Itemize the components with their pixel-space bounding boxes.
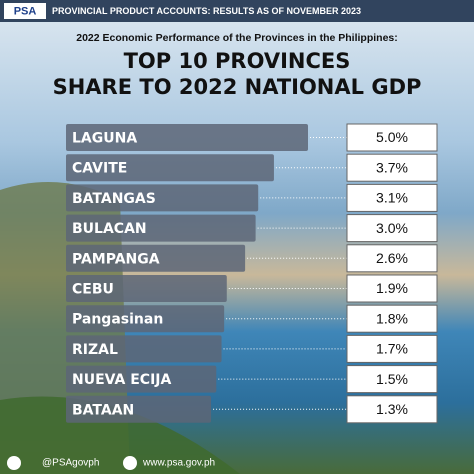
value-label: 1.7% <box>376 341 408 357</box>
value-label: 1.3% <box>376 401 408 417</box>
value-label: 1.9% <box>376 280 408 296</box>
bar <box>66 275 227 302</box>
category-label: CAVITE <box>72 161 127 177</box>
bar <box>66 154 274 182</box>
banner: PROVINCIAL PRODUCT ACCOUNTS: RESULTS AS … <box>52 6 361 16</box>
value-label: 3.7% <box>376 159 408 175</box>
value-box <box>346 395 438 424</box>
category-label: Pangasinan <box>72 312 163 328</box>
value-box <box>346 334 438 363</box>
bar <box>66 124 308 151</box>
category-label: RIZAL <box>72 342 118 358</box>
value-box <box>346 153 438 182</box>
social-handle: @PSAgovph <box>42 458 99 469</box>
value-label: 3.0% <box>376 220 408 236</box>
value-box <box>346 183 438 212</box>
value-box <box>346 365 438 394</box>
foliage <box>0 396 240 474</box>
category-label: BULACAN <box>72 221 147 237</box>
value-label: 1.5% <box>376 371 408 387</box>
value-label: 5.0% <box>376 129 408 145</box>
bar <box>66 214 256 242</box>
category-label: BATAAN <box>72 402 134 418</box>
logo-box <box>4 3 46 19</box>
value-label: 2.6% <box>376 250 408 266</box>
category-label: PAMPANGA <box>72 251 160 267</box>
logo: PSA <box>14 5 37 17</box>
bar <box>66 335 222 363</box>
bar <box>66 184 259 212</box>
value-box <box>346 274 438 303</box>
value-box <box>346 123 438 152</box>
title-line: TOP 10 PROVINCES <box>124 49 351 73</box>
bar <box>66 365 217 393</box>
value-label: 1.8% <box>376 310 408 326</box>
header-bar <box>0 0 474 22</box>
bar <box>66 244 246 272</box>
web-icon <box>123 456 137 470</box>
category-label: CEBU <box>72 282 114 298</box>
value-label: 3.1% <box>376 190 408 206</box>
social-icon <box>7 456 21 470</box>
subtitle: 2022 Economic Performance of the Provinc… <box>76 32 398 44</box>
website: www.psa.gov.ph <box>142 458 215 469</box>
bar <box>66 395 212 423</box>
category-label: LAGUNA <box>72 131 137 147</box>
value-box <box>346 304 438 333</box>
category-label: NUEVA ECIJA <box>72 372 171 388</box>
category-label: BATANGAS <box>72 191 156 207</box>
title-line: SHARE TO 2022 NATIONAL GDP <box>53 75 422 99</box>
value-box <box>346 244 438 273</box>
bar <box>66 305 225 333</box>
value-box <box>346 214 438 243</box>
